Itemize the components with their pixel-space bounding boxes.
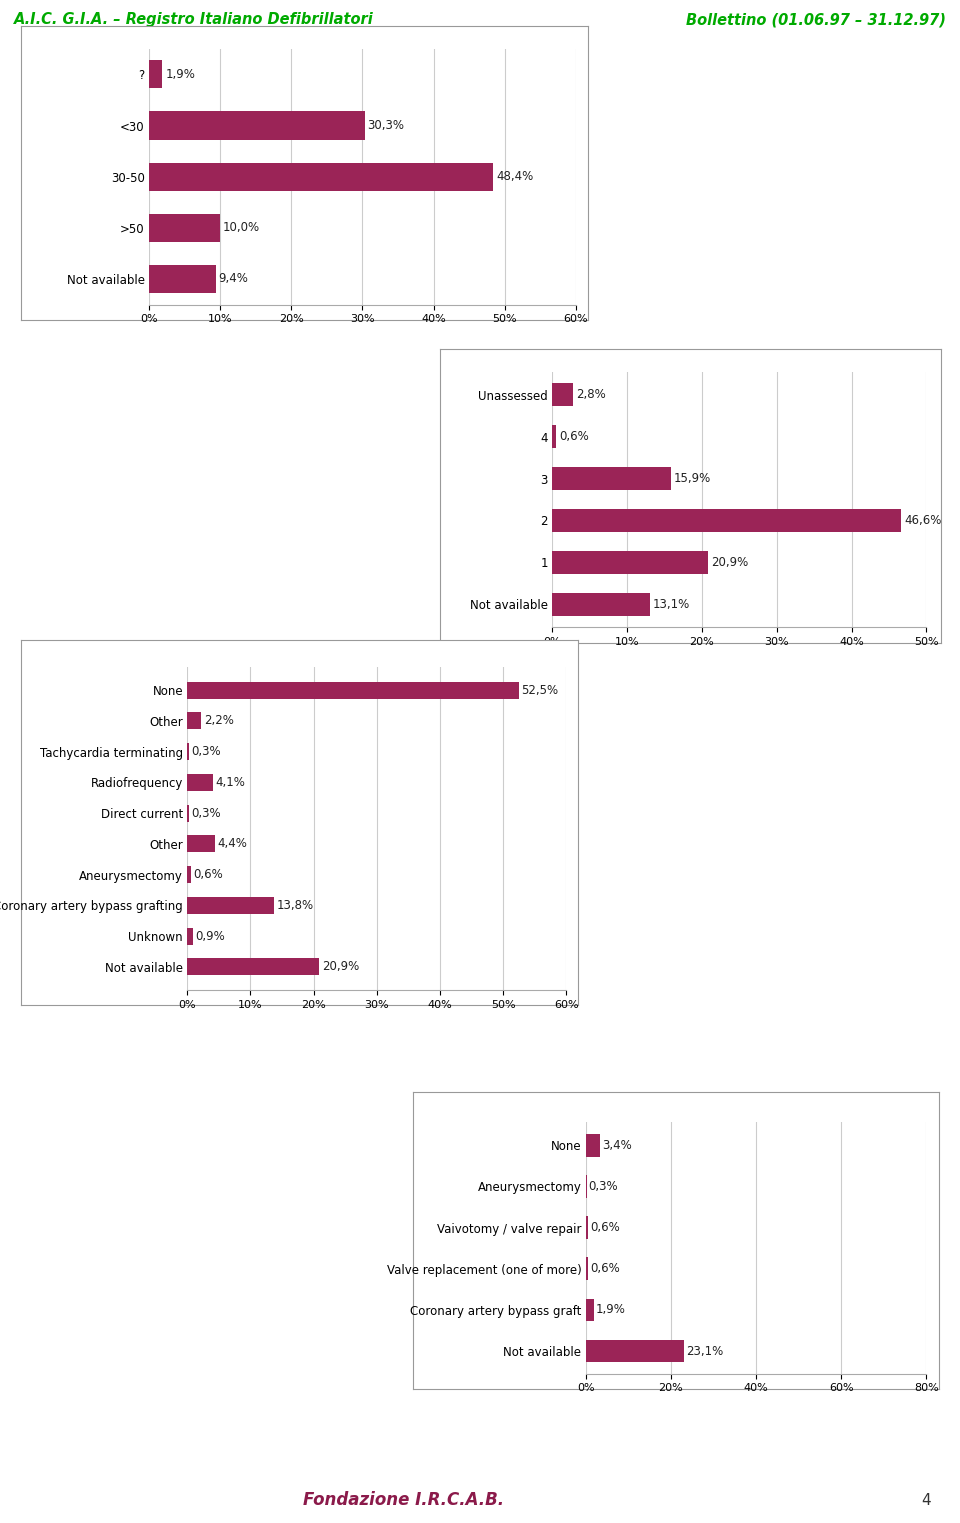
Bar <box>187 743 189 760</box>
Bar <box>187 928 193 944</box>
Bar <box>149 163 493 190</box>
Bar <box>586 1340 684 1362</box>
Bar <box>586 1176 587 1197</box>
Text: 2,2%: 2,2% <box>204 714 233 728</box>
Text: 0,6%: 0,6% <box>194 868 224 882</box>
Bar <box>187 713 201 730</box>
Bar <box>552 592 650 615</box>
Text: 0,3%: 0,3% <box>192 745 221 758</box>
Text: 0,9%: 0,9% <box>196 929 226 943</box>
Text: 4,1%: 4,1% <box>216 775 246 789</box>
Bar <box>586 1258 588 1279</box>
Bar <box>187 774 213 790</box>
Bar <box>149 61 162 88</box>
Bar <box>552 509 900 532</box>
Bar <box>586 1299 593 1320</box>
Text: 0,6%: 0,6% <box>589 1221 619 1234</box>
Bar <box>586 1217 588 1238</box>
Text: 9,4%: 9,4% <box>219 273 249 285</box>
Bar <box>149 265 216 292</box>
Bar <box>552 384 573 407</box>
Bar <box>187 897 275 914</box>
Text: 2,8%: 2,8% <box>576 388 606 401</box>
Text: 10,0%: 10,0% <box>223 221 260 235</box>
Text: 20,9%: 20,9% <box>322 961 359 973</box>
Text: OTHER SURGERY: OTHER SURGERY <box>605 1121 747 1136</box>
Text: 0,6%: 0,6% <box>589 1263 619 1275</box>
Text: 0,3%: 0,3% <box>588 1180 618 1193</box>
Bar <box>552 425 557 448</box>
Text: NYHA CLASS: NYHA CLASS <box>636 378 744 393</box>
Text: 52,5%: 52,5% <box>521 684 559 696</box>
Text: LV EJECTION FRACTION: LV EJECTION FRACTION <box>206 55 402 70</box>
Text: 48,4%: 48,4% <box>496 171 534 183</box>
Text: Bollettino (01.06.97 – 31.12.97): Bollettino (01.06.97 – 31.12.97) <box>685 12 946 27</box>
Bar <box>187 958 320 975</box>
Bar <box>586 1133 600 1156</box>
Bar <box>187 867 191 883</box>
Bar <box>187 682 519 699</box>
Text: 4: 4 <box>922 1493 931 1508</box>
Text: 3,4%: 3,4% <box>602 1139 632 1151</box>
Text: 1,9%: 1,9% <box>595 1304 625 1316</box>
Bar <box>149 213 220 242</box>
Text: A.I.C. G.I.A. – Registro Italiano Defibrillatori: A.I.C. G.I.A. – Registro Italiano Defibr… <box>14 12 374 27</box>
Text: 13,8%: 13,8% <box>276 899 314 912</box>
Text: 46,6%: 46,6% <box>904 513 942 527</box>
Bar <box>187 836 215 853</box>
Text: 23,1%: 23,1% <box>685 1345 723 1357</box>
Text: 0,3%: 0,3% <box>192 807 221 819</box>
Text: Fondazione I.R.C.A.B.: Fondazione I.R.C.A.B. <box>302 1491 504 1509</box>
Text: 4,4%: 4,4% <box>218 838 248 850</box>
Text: 0,6%: 0,6% <box>560 429 589 443</box>
Text: 15,9%: 15,9% <box>674 472 711 486</box>
Text: 1,9%: 1,9% <box>165 69 195 81</box>
Bar <box>187 804 189 821</box>
Bar <box>552 551 708 574</box>
Text: PRIOR INTERVENTION: PRIOR INTERVENTION <box>206 676 393 691</box>
Bar <box>552 468 671 490</box>
Text: 20,9%: 20,9% <box>711 556 749 570</box>
Text: 30,3%: 30,3% <box>368 119 404 133</box>
Text: 13,1%: 13,1% <box>653 599 690 611</box>
Bar <box>149 111 365 140</box>
